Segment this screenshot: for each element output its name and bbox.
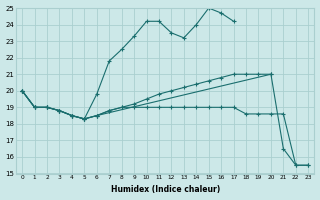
X-axis label: Humidex (Indice chaleur): Humidex (Indice chaleur) [111, 185, 220, 194]
